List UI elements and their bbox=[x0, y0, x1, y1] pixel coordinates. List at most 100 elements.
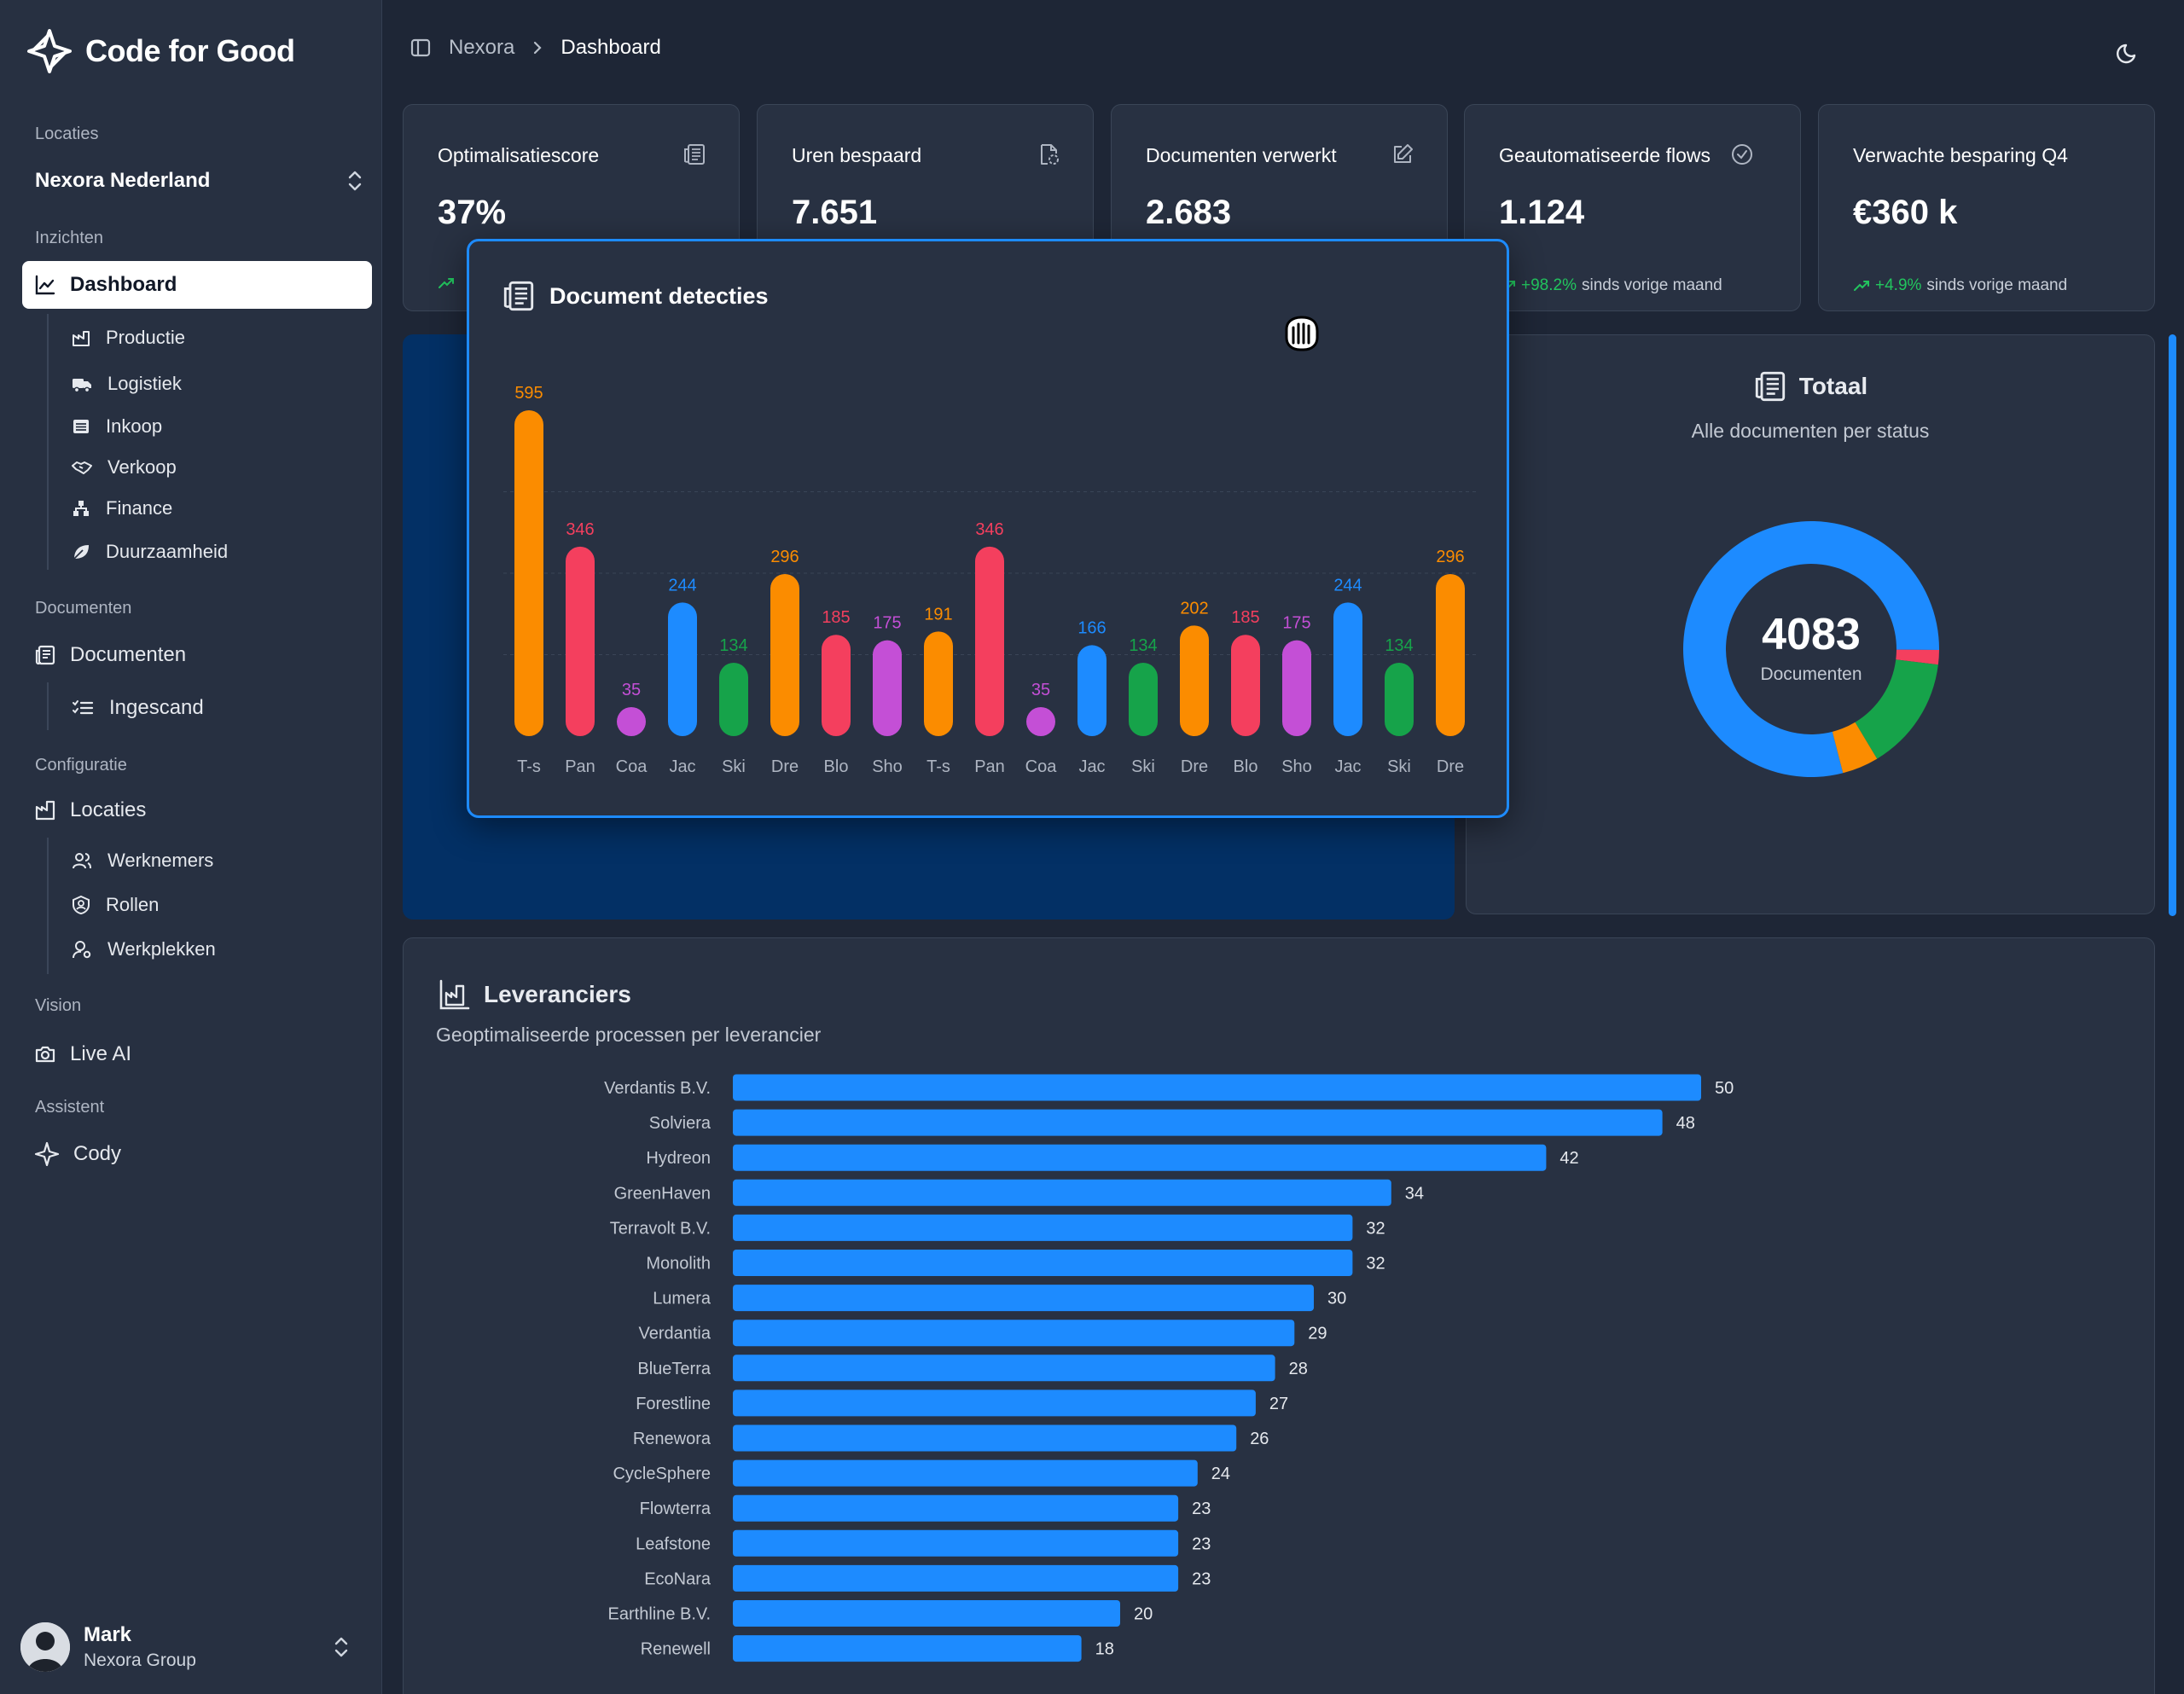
donut-slice[interactable] bbox=[1832, 722, 1878, 774]
donut-slice[interactable] bbox=[1896, 649, 1939, 665]
nav-locaties[interactable]: Locaties bbox=[22, 786, 146, 834]
bar-value-label: 27 bbox=[1269, 1395, 1288, 1413]
bar[interactable] bbox=[668, 602, 697, 736]
bar[interactable] bbox=[733, 1564, 1179, 1592]
bar[interactable] bbox=[1282, 640, 1311, 736]
kpi-value: 2.683 bbox=[1146, 194, 1232, 231]
kpi-value: €360 k bbox=[1853, 194, 1958, 231]
bar[interactable] bbox=[733, 1074, 1701, 1101]
x-tick-label: Ski bbox=[722, 757, 746, 776]
nav-productie[interactable]: Productie bbox=[72, 314, 185, 362]
bar[interactable] bbox=[733, 1600, 1120, 1627]
bar[interactable] bbox=[514, 410, 543, 736]
bar[interactable] bbox=[770, 573, 799, 736]
x-tick-label: Jac bbox=[669, 757, 695, 776]
nav-duurzaamheid[interactable]: Duurzaamheid bbox=[72, 528, 228, 576]
bar[interactable] bbox=[719, 662, 748, 736]
nav-logistiek[interactable]: Logistiek bbox=[72, 360, 182, 408]
section-label-locaties: Locaties bbox=[35, 125, 99, 143]
nav-documenten[interactable]: Documenten bbox=[22, 631, 186, 679]
nav-rollen[interactable]: Rollen bbox=[72, 881, 159, 929]
nav-werknemers[interactable]: Werknemers bbox=[72, 837, 213, 885]
bar[interactable] bbox=[1436, 573, 1465, 736]
bar[interactable] bbox=[733, 1179, 1391, 1206]
bar[interactable] bbox=[733, 1214, 1353, 1241]
nav-cody[interactable]: Cody bbox=[22, 1130, 121, 1178]
bar[interactable] bbox=[822, 635, 851, 736]
avatar bbox=[20, 1622, 70, 1672]
newspaper-icon bbox=[502, 279, 536, 313]
scroll-indicator[interactable] bbox=[2169, 334, 2176, 916]
bar[interactable] bbox=[733, 1320, 1295, 1347]
bar-value-label: 191 bbox=[924, 605, 952, 624]
nav-werkplekken-label: Werkplekken bbox=[107, 938, 216, 960]
nav-cody-label: Cody bbox=[73, 1142, 122, 1165]
bar[interactable] bbox=[733, 1494, 1179, 1522]
bar[interactable] bbox=[873, 640, 902, 736]
x-tick-label: Dre bbox=[1181, 757, 1208, 776]
kpi-card-geautomatiseerde-flows: Geautomatiseerde flows 1.124 +98.2% sinds… bbox=[1464, 104, 1801, 311]
bar[interactable] bbox=[617, 707, 646, 736]
bar-value-label: 202 bbox=[1180, 599, 1208, 618]
donut-slice[interactable] bbox=[1855, 659, 1938, 759]
bar[interactable] bbox=[924, 631, 953, 736]
bar[interactable] bbox=[733, 1529, 1179, 1557]
bar[interactable] bbox=[733, 1389, 1256, 1417]
nav-inkoop[interactable]: Inkoop bbox=[72, 403, 162, 450]
nav-live-ai[interactable]: Live AI bbox=[22, 1030, 131, 1078]
section-label-vision: Vision bbox=[35, 996, 82, 1015]
bar-value-label: 30 bbox=[1327, 1290, 1346, 1308]
kpi-value: 7.651 bbox=[792, 194, 878, 231]
bar[interactable] bbox=[733, 1424, 1237, 1452]
bar[interactable] bbox=[566, 546, 595, 736]
x-tick-label: Pan bbox=[974, 757, 1005, 776]
breadcrumb-current: Dashboard bbox=[561, 36, 661, 59]
nav-finance[interactable]: Finance bbox=[72, 484, 172, 532]
bar[interactable] bbox=[733, 1109, 1663, 1136]
bar[interactable] bbox=[733, 1459, 1198, 1487]
kpi-value: 37% bbox=[438, 194, 507, 231]
kpi-trend-text: sinds vorige maand bbox=[1581, 276, 1722, 294]
bar[interactable] bbox=[1077, 645, 1107, 736]
bar[interactable] bbox=[733, 1355, 1275, 1382]
bar[interactable] bbox=[733, 1250, 1353, 1276]
document-detections-card[interactable]: 595 T-s 346 Pan 35 Coa 244 Jac 134 Ski 296 Dre 185 Bl… bbox=[467, 239, 1509, 818]
nav-werkplekken[interactable]: Werkplekken bbox=[72, 925, 216, 973]
list-icon bbox=[72, 417, 90, 436]
bar[interactable] bbox=[1333, 602, 1362, 736]
donut-slice[interactable] bbox=[1683, 521, 1939, 777]
bar[interactable] bbox=[1231, 635, 1260, 736]
leaf-icon bbox=[72, 542, 90, 561]
kpi-trend-text: sinds vorige maand bbox=[1926, 276, 2068, 294]
bar[interactable] bbox=[1180, 625, 1209, 736]
user-menu[interactable]: Mark Nexora Group bbox=[20, 1617, 362, 1677]
nav-ingescand[interactable]: Ingescand bbox=[72, 684, 204, 732]
bar[interactable] bbox=[733, 1635, 1082, 1662]
suppliers-title: Leveranciers bbox=[484, 981, 631, 1007]
bar[interactable] bbox=[733, 1285, 1314, 1312]
kpi-title: Optimalisatiescore bbox=[438, 144, 600, 166]
bar[interactable] bbox=[733, 1144, 1547, 1171]
nav-dashboard[interactable]: Dashboard bbox=[22, 261, 372, 309]
nav-logistiek-label: Logistiek bbox=[107, 373, 182, 394]
y-tick-label: Monolith bbox=[646, 1255, 711, 1273]
bar-value-label: 23 bbox=[1192, 1569, 1211, 1588]
nav-verkoop[interactable]: Verkoop bbox=[72, 444, 177, 491]
sidebar-toggle-icon[interactable] bbox=[410, 37, 432, 59]
location-selector[interactable]: Nexora Nederland bbox=[35, 164, 363, 198]
bar[interactable] bbox=[1026, 707, 1055, 736]
y-tick-label: Earthline B.V. bbox=[608, 1605, 711, 1624]
y-tick-label: Lumera bbox=[653, 1290, 712, 1308]
hierarchy-icon bbox=[72, 499, 90, 518]
nav-documenten-label: Documenten bbox=[70, 643, 187, 666]
bar[interactable] bbox=[975, 546, 1004, 736]
bar[interactable] bbox=[1129, 662, 1158, 736]
theme-toggle-moon-icon[interactable] bbox=[2116, 41, 2140, 65]
breadcrumb-item[interactable]: Nexora bbox=[449, 36, 515, 59]
y-tick-label: GreenHaven bbox=[614, 1184, 711, 1203]
section-label-inzichten: Inzichten bbox=[35, 229, 104, 247]
brand[interactable]: Code for Good bbox=[26, 27, 295, 75]
nav-duurzaamheid-label: Duurzaamheid bbox=[106, 541, 229, 562]
bar[interactable] bbox=[1385, 662, 1414, 736]
x-tick-label: Jac bbox=[1078, 757, 1105, 776]
